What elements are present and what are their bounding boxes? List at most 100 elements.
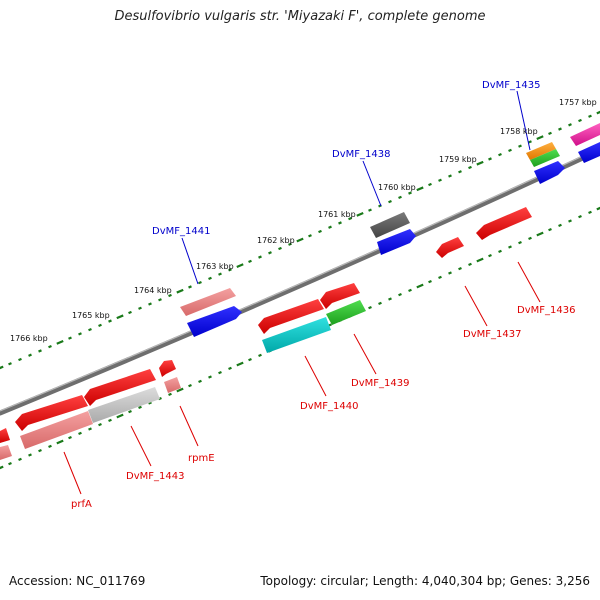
- leader-dvmf-1438: [362, 160, 382, 207]
- minor-tick-mark: [428, 182, 432, 187]
- minor-tick-mark: [518, 241, 522, 245]
- gene-prfa-pink[interactable]: [20, 411, 93, 449]
- label-leaders: [63, 90, 541, 495]
- major-tick-mark: [56, 439, 64, 445]
- minor-tick-mark: [308, 234, 312, 238]
- forward-strand-genes: [180, 123, 600, 337]
- major-tick-mark: [176, 288, 184, 294]
- genome-backbone: [0, 147, 600, 416]
- minor-tick-mark: [278, 246, 282, 251]
- label-dvmf-1440: DvMF_1440: [300, 401, 358, 412]
- minor-tick-mark: [578, 118, 582, 123]
- major-tick-mark: [416, 283, 424, 289]
- major-tick-mark: [116, 413, 124, 419]
- genome-backbone-highlight: [0, 147, 600, 412]
- major-tick-mark: [476, 160, 484, 166]
- minor-tick-mark: [438, 275, 442, 279]
- gene-dvmf-1437[interactable]: [436, 237, 464, 258]
- major-tick-mark: [536, 231, 544, 237]
- minor-tick-mark: [428, 280, 432, 284]
- tick-label-1760: 1760 kbp: [378, 183, 416, 192]
- minor-tick-mark: [408, 191, 412, 195]
- tick-label-1763: 1763 kbp: [196, 262, 234, 271]
- gene-prfa-red[interactable]: [15, 395, 88, 431]
- tick-label-1758: 1758 kbp: [500, 127, 538, 136]
- gene-dvmf-1440-cyan[interactable]: [262, 317, 331, 353]
- gene-dvmf-1439-red[interactable]: [320, 283, 360, 309]
- gene-dvmf-1434-blue[interactable]: [578, 142, 600, 163]
- label-dvmf-1436: DvMF_1436: [517, 305, 575, 316]
- gene-dvmf-1436[interactable]: [476, 207, 532, 240]
- minor-tick-mark: [168, 392, 172, 396]
- accession-label: Accession: NC_011769: [9, 574, 146, 588]
- major-tick-mark: [236, 263, 244, 268]
- minor-tick-mark: [208, 375, 212, 379]
- major-tick-mark: [596, 110, 600, 115]
- minor-tick-mark: [248, 358, 252, 362]
- tick-label-1759: 1759 kbp: [439, 155, 477, 164]
- gene-dvmf-1441-arrow[interactable]: [187, 306, 242, 337]
- gene-dvmf-1438-arrow[interactable]: [377, 229, 416, 255]
- gene-rpme-pink[interactable]: [164, 377, 181, 393]
- minor-tick-mark: [128, 410, 132, 414]
- gene-dvmf-1435-arrow[interactable]: [534, 161, 565, 184]
- minor-tick-mark: [188, 384, 192, 388]
- gene-dvmf-1441-forward[interactable]: [180, 288, 236, 316]
- minor-tick-mark: [498, 153, 502, 157]
- minor-tick-mark: [568, 123, 572, 127]
- major-tick-mark: [596, 206, 600, 211]
- minor-tick-mark: [78, 332, 82, 336]
- gene-dvmf-1435-green[interactable]: [530, 149, 560, 167]
- gene-dvmf-1438-forward[interactable]: [370, 212, 410, 238]
- gene-dvmf-1435-orange[interactable]: [526, 142, 556, 160]
- minor-tick-mark: [158, 298, 162, 302]
- leader-dvmf-1440: [304, 355, 327, 397]
- major-tick-mark: [536, 135, 544, 140]
- minor-tick-mark: [548, 228, 552, 232]
- minor-tick-mark: [98, 423, 102, 427]
- leader-dvmf-1435: [516, 90, 531, 151]
- minor-tick-mark: [368, 208, 372, 212]
- minor-tick-mark: [68, 336, 72, 340]
- minor-tick-mark: [68, 436, 72, 440]
- minor-tick-mark: [588, 210, 592, 214]
- minor-tick-mark: [198, 281, 202, 285]
- minor-tick-mark: [408, 288, 412, 292]
- minor-tick-mark: [218, 272, 222, 276]
- tick-label-1761: 1761 kbp: [318, 210, 356, 219]
- minor-tick-mark: [258, 353, 262, 357]
- minor-tick-mark: [258, 255, 262, 259]
- gene-dvmf-1443-gray[interactable]: [88, 387, 160, 423]
- gene-dvmf-1434-magenta[interactable]: [570, 123, 600, 146]
- minor-tick-mark: [98, 323, 102, 327]
- minor-tick-mark: [288, 242, 292, 246]
- gene-rpme-red[interactable]: [159, 360, 176, 377]
- minor-tick-mark: [48, 345, 52, 349]
- minor-tick-mark: [578, 215, 582, 219]
- minor-tick-mark: [8, 362, 12, 366]
- gene-labels: DvMF_1435 DvMF_1436 DvMF_1437 DvMF_1438 …: [71, 80, 575, 510]
- minor-tick-mark: [38, 449, 42, 453]
- minor-tick-mark: [218, 371, 222, 375]
- leader-rpme: [179, 405, 199, 447]
- minor-tick-mark: [388, 199, 392, 204]
- minor-tick-mark: [168, 293, 172, 298]
- leader-dvmf-1437: [464, 285, 488, 327]
- gene-dvmf-1439-green[interactable]: [326, 300, 366, 325]
- label-dvmf-1439: DvMF_1439: [351, 378, 409, 389]
- minor-tick-mark: [228, 268, 232, 272]
- minor-tick-mark: [228, 366, 232, 370]
- gene-dvmf-1440-red[interactable]: [258, 299, 324, 334]
- gene-left-edge-red[interactable]: [0, 428, 10, 443]
- minor-tick-mark: [548, 131, 552, 135]
- tick-label-1766: 1766 kbp: [10, 334, 48, 343]
- minor-tick-mark: [248, 259, 252, 263]
- gene-left-edge-pink[interactable]: [0, 445, 12, 460]
- gene-dvmf-1443-red[interactable]: [84, 369, 156, 406]
- minor-tick-mark: [528, 140, 532, 144]
- minor-tick-mark: [318, 229, 322, 234]
- minor-tick-mark: [88, 427, 92, 431]
- minor-tick-mark: [378, 301, 382, 305]
- major-tick-mark: [356, 212, 364, 217]
